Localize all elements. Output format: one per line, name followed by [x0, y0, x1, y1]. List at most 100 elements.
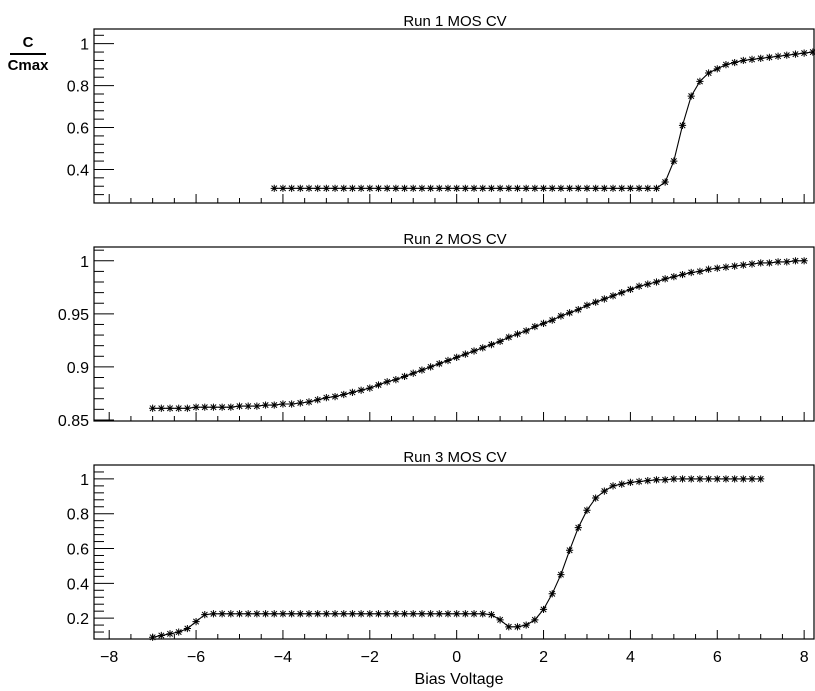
data-point	[418, 610, 426, 618]
data-point	[731, 58, 739, 67]
data-point	[340, 184, 348, 192]
data-point	[305, 610, 313, 618]
data-point	[348, 610, 357, 618]
data-point	[618, 480, 626, 488]
data-point	[296, 610, 304, 618]
data-point	[496, 184, 504, 192]
data-point	[731, 475, 739, 483]
chart-title: Run 1 MOS CV	[403, 13, 506, 30]
x-tick-label: 2	[539, 649, 548, 666]
data-point	[539, 605, 548, 614]
data-point	[505, 184, 513, 192]
series-line	[274, 51, 813, 189]
data-point	[757, 475, 765, 483]
data-point	[765, 259, 773, 267]
data-point	[704, 475, 713, 483]
data-point	[218, 403, 226, 411]
data-point	[713, 65, 721, 73]
data-point	[314, 184, 322, 192]
data-point	[331, 610, 339, 618]
data-point	[427, 363, 435, 371]
data-point	[531, 616, 539, 624]
data-point	[192, 618, 200, 626]
plot-frame	[93, 464, 815, 640]
data-point	[261, 610, 270, 618]
data-point	[652, 184, 661, 192]
data-point	[800, 257, 808, 265]
data-point	[453, 184, 461, 192]
data-point	[340, 610, 348, 618]
y-axis-label-denominator: Cmax	[7, 57, 49, 74]
data-point	[565, 184, 574, 192]
data-point	[731, 262, 739, 270]
chart-panel-2: Run 2 MOS CV 0.85 0.9 0.95 1	[58, 231, 815, 430]
data-point	[522, 184, 530, 192]
data-point	[314, 610, 322, 618]
data-point	[635, 184, 643, 192]
data-point	[348, 388, 357, 396]
data-point	[748, 55, 756, 63]
data-point	[513, 184, 522, 192]
data-point	[322, 184, 330, 192]
data-point	[374, 381, 383, 389]
data-point	[218, 610, 226, 618]
data-point	[722, 61, 730, 69]
chart-title: Run 2 MOS CV	[403, 231, 506, 248]
data-point	[687, 268, 695, 277]
y-tick-label: 0.9	[67, 360, 89, 377]
data-point	[279, 610, 287, 618]
data-point	[227, 610, 235, 618]
y-tick-label: 0.85	[58, 413, 89, 430]
chart-title: Run 3 MOS CV	[403, 449, 506, 466]
data-point	[175, 404, 183, 412]
data-point	[279, 184, 287, 192]
data-point	[704, 69, 713, 77]
data-point	[253, 610, 261, 618]
data-point	[470, 610, 478, 618]
data-point	[496, 337, 504, 346]
data-point	[618, 289, 626, 297]
data-point	[288, 184, 296, 192]
data-point	[774, 52, 782, 60]
data-point	[366, 184, 374, 192]
data-point	[539, 319, 548, 327]
data-point	[678, 121, 687, 130]
data-point	[574, 524, 582, 532]
data-point	[713, 264, 721, 272]
data-point	[557, 312, 565, 320]
data-point	[435, 184, 443, 192]
data-point	[366, 384, 374, 392]
data-point	[809, 48, 815, 56]
data-point	[661, 178, 669, 186]
plot-frame	[93, 28, 815, 204]
data-point	[696, 267, 704, 276]
data-point	[574, 305, 582, 314]
chart-panel-3: Run 3 MOS CV 0.2 0.4 0.6 0.8 1 −8 −6 −4 −2 0 2 4 6 8 Bi…	[67, 449, 815, 688]
data-point	[592, 298, 600, 306]
data-point	[609, 292, 617, 300]
data-point	[687, 92, 695, 100]
data-point	[557, 571, 565, 579]
y-tick-label: 1	[80, 472, 89, 489]
data-point	[479, 610, 487, 618]
data-point	[548, 316, 556, 324]
data-point	[722, 263, 730, 271]
data-point	[783, 258, 791, 266]
data-point	[157, 631, 165, 640]
data-point	[392, 184, 400, 192]
data-point	[366, 610, 374, 618]
data-point	[444, 356, 452, 365]
data-point	[261, 401, 270, 409]
data-point	[288, 400, 296, 408]
y-tick-label: 1	[80, 37, 89, 54]
data-point	[522, 621, 530, 629]
data-point	[357, 386, 365, 394]
data-point	[739, 475, 747, 483]
x-tick-label: −6	[187, 649, 205, 666]
data-point	[348, 184, 357, 192]
data-point	[574, 184, 582, 192]
data-point	[209, 610, 218, 618]
data-point	[644, 477, 652, 485]
data-point	[409, 369, 417, 377]
data-point	[748, 475, 756, 483]
